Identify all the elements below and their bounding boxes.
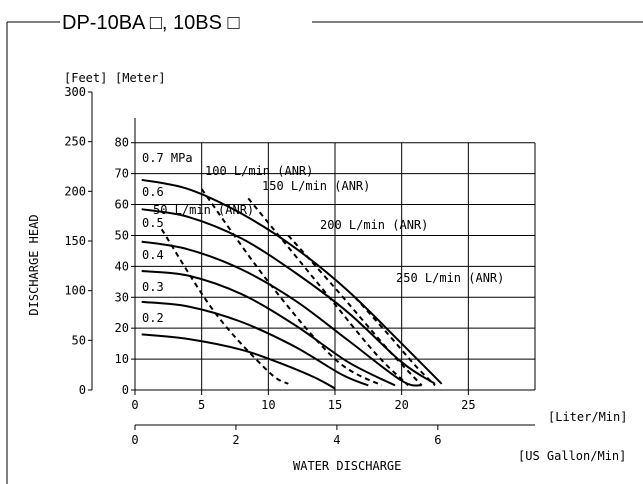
x-tick-label-liter: 0: [131, 398, 138, 412]
x-unit-liter-label: [Liter/Min]: [548, 410, 627, 424]
x-unit-gallon-label: [US Gallon/Min]: [518, 449, 626, 463]
y-axis-label: DISCHARGE HEAD: [27, 214, 41, 315]
series-label-0-6: 0.6: [142, 185, 164, 199]
pressure-curve: [141, 178, 443, 385]
y-tick-label-meter: 70: [115, 167, 129, 181]
y-tick-label-feet: 200: [64, 184, 86, 198]
y-tick-label-feet: 300: [64, 85, 86, 99]
air-line: [247, 197, 410, 387]
pressure-curve: [141, 333, 336, 390]
x-tick-label-liter: 5: [198, 398, 205, 412]
y-tick-label-meter: 20: [115, 321, 129, 335]
y-tick-label-meter: 30: [115, 290, 129, 304]
x-ticks-gallon: 0 2 4 6: [131, 425, 441, 447]
air-line: [200, 188, 383, 387]
air-line: [160, 228, 289, 385]
x-tick-label-gallon: 2: [232, 433, 239, 447]
x-tick-label-liter: 25: [461, 398, 475, 412]
pressure-curve: [141, 208, 436, 385]
series-label-0-4: 0.4: [142, 248, 164, 262]
unit-feet-label: [Feet]: [64, 71, 107, 85]
air-label-50: 50 L/min (ANR): [153, 203, 254, 217]
y-tick-label-feet: 250: [64, 135, 86, 149]
pressure-curve: [141, 300, 369, 387]
pressure-curves: [141, 178, 443, 390]
y-tick-label-meter: 60: [115, 198, 129, 212]
y-ticks-feet: 0 50 100 150 200 250 300: [64, 85, 92, 397]
y-tick-label-meter: 10: [115, 352, 129, 366]
series-label-0-2: 0.2: [142, 311, 164, 325]
grid: [135, 142, 536, 390]
series-label-0-5: 0.5: [142, 216, 164, 230]
unit-meter-label: [Meter]: [115, 71, 166, 85]
y-tick-label-meter: 40: [115, 259, 129, 273]
x-ticks-liter: 0 5 10 15 20 25: [131, 390, 476, 412]
pressure-curve: [141, 270, 396, 387]
x-tick-label-gallon: 0: [131, 433, 138, 447]
air-label-200: 200 L/min (ANR): [320, 218, 428, 232]
y-tick-label-feet: 100: [64, 284, 86, 298]
y-tick-label-feet: 150: [64, 234, 86, 248]
air-line: [354, 296, 436, 387]
y-ticks-meter: 0 10 20 30 40 50 60 70 80: [115, 136, 135, 397]
x-tick-label-gallon: 6: [434, 433, 441, 447]
air-label-150: 150 L/min (ANR): [262, 179, 370, 193]
air-label-100: 100 L/min (ANR): [205, 164, 313, 178]
pressure-curve: [141, 240, 422, 387]
y-tick-label-meter: 50: [115, 228, 129, 242]
air-label-250: 250 L/min (ANR): [396, 271, 504, 285]
x-axis-label: WATER DISCHARGE: [293, 459, 401, 473]
series-label-0-3: 0.3: [142, 280, 164, 294]
y-tick-label-meter: 80: [115, 136, 129, 150]
x-tick-label-liter: 10: [261, 398, 275, 412]
series-label-0-7: 0.7 MPa: [142, 151, 193, 165]
y-tick-label-feet: 50: [72, 333, 86, 347]
x-tick-label-liter: 15: [328, 398, 342, 412]
x-tick-label-liter: 20: [394, 398, 408, 412]
y-tick-label-meter: 0: [122, 383, 129, 397]
chart-title: DP-10BA □, 10BS □: [62, 12, 240, 34]
y-tick-label-feet: 0: [79, 383, 86, 397]
x-tick-label-gallon: 4: [333, 433, 340, 447]
